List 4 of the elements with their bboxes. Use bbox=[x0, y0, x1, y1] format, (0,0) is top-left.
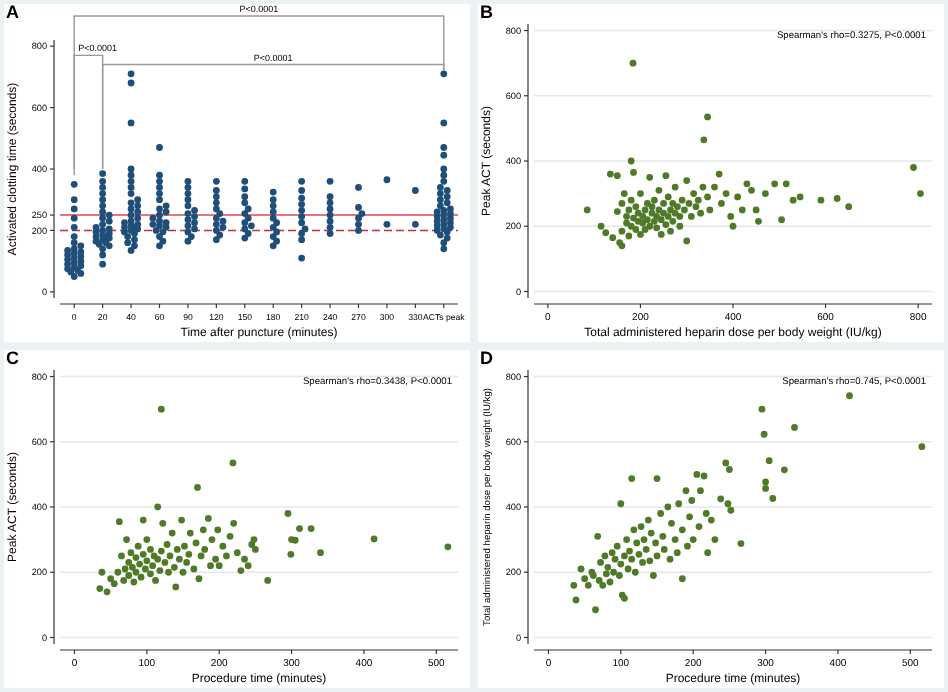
chart-title: C bbox=[6, 348, 20, 368]
chart-title: A bbox=[6, 2, 20, 22]
chart-title: B bbox=[480, 2, 494, 22]
chart-title: D bbox=[480, 348, 494, 368]
